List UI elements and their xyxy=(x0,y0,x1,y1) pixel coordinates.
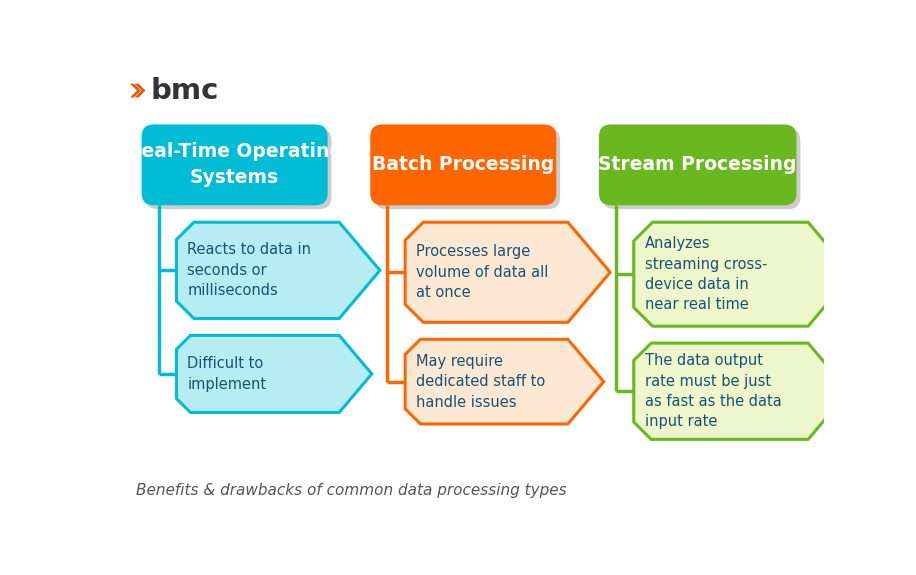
Text: The data output
rate must be just
as fast as the data
input rate: The data output rate must be just as fas… xyxy=(645,353,781,430)
Polygon shape xyxy=(130,83,141,98)
Polygon shape xyxy=(405,339,604,424)
Text: Benefits & drawbacks of common data processing types: Benefits & drawbacks of common data proc… xyxy=(136,484,567,499)
Polygon shape xyxy=(177,335,372,412)
FancyBboxPatch shape xyxy=(603,128,801,209)
Polygon shape xyxy=(634,343,849,439)
FancyBboxPatch shape xyxy=(142,124,328,205)
FancyBboxPatch shape xyxy=(599,124,797,205)
Polygon shape xyxy=(405,222,610,323)
Text: Real-Time Operating
Systems: Real-Time Operating Systems xyxy=(126,143,343,187)
Text: Analyzes
streaming cross-
device data in
near real time: Analyzes streaming cross- device data in… xyxy=(645,236,767,312)
FancyBboxPatch shape xyxy=(370,124,556,205)
Text: Difficult to
implement: Difficult to implement xyxy=(188,356,267,392)
Polygon shape xyxy=(177,222,380,319)
Text: Stream Processing: Stream Processing xyxy=(598,155,797,174)
FancyBboxPatch shape xyxy=(374,128,560,209)
Text: May require
dedicated staff to
handle issues: May require dedicated staff to handle is… xyxy=(416,354,545,409)
Polygon shape xyxy=(634,222,852,326)
Polygon shape xyxy=(135,83,146,98)
Text: Batch Processing: Batch Processing xyxy=(372,155,554,174)
Text: Reacts to data in
seconds or
milliseconds: Reacts to data in seconds or millisecond… xyxy=(188,243,311,298)
Text: bmc: bmc xyxy=(150,76,219,105)
FancyBboxPatch shape xyxy=(146,128,332,209)
Text: Processes large
volume of data all
at once: Processes large volume of data all at on… xyxy=(416,244,549,300)
